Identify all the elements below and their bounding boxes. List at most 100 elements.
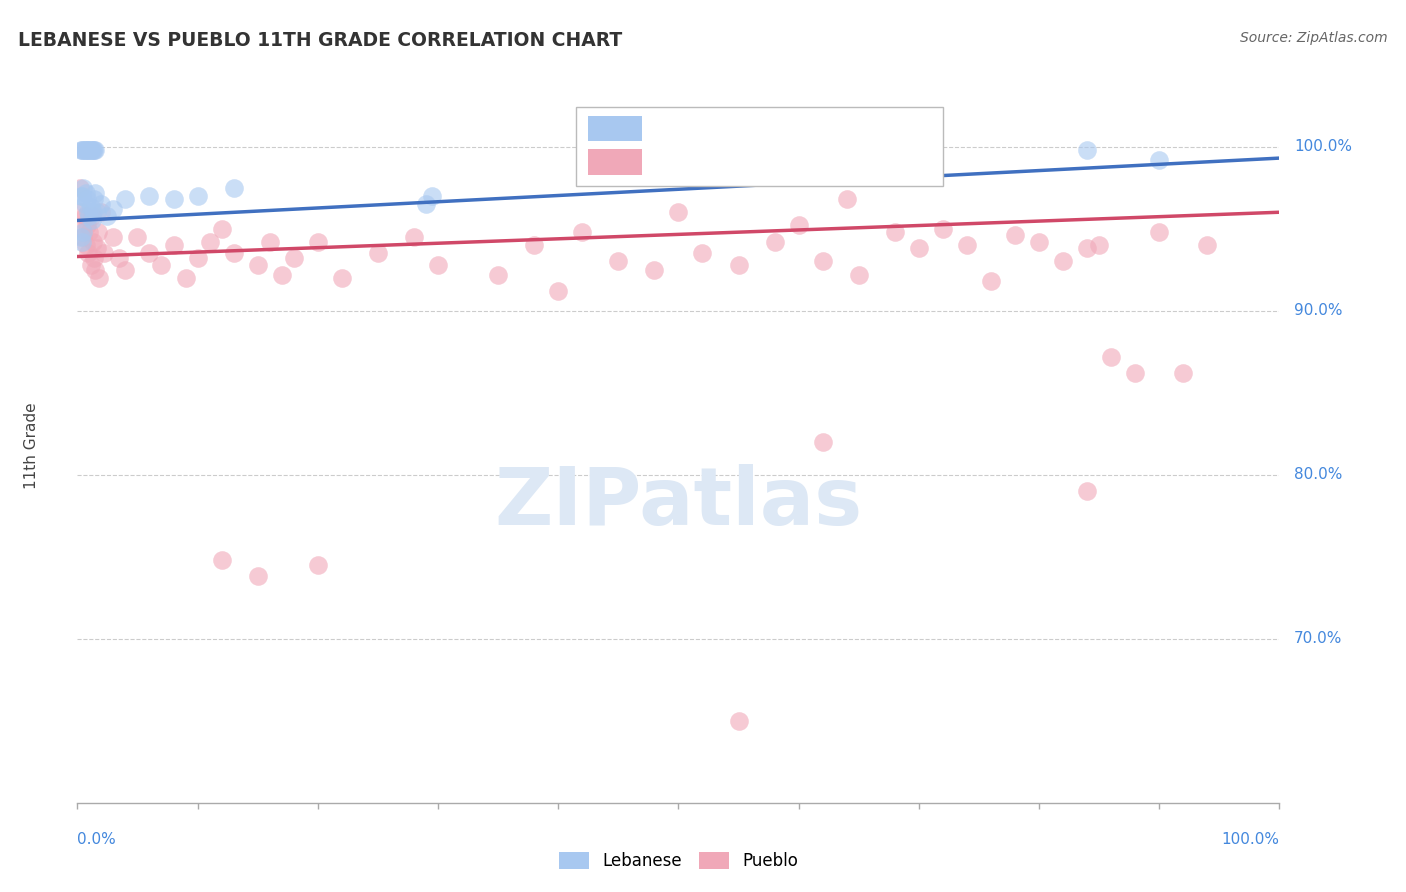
Point (420, 189, 443, 203)
Point (80, 143, 103, 157)
Point (523, 238, 546, 252)
FancyBboxPatch shape (576, 107, 943, 186)
Point (283, 251, 305, 265)
Point (222, 180, 245, 194)
Point (811, 254, 834, 268)
Point (571, 225, 593, 239)
Point (86, 241, 108, 255)
Point (367, 246, 389, 260)
Point (83, 143, 105, 157)
Point (486, 268, 509, 282)
Point (415, 197, 437, 211)
Point (162, 238, 184, 252)
Point (1173, 366, 1195, 380)
Point (103, 230, 125, 244)
Point (87, 270, 110, 285)
Point (90, 205, 112, 219)
Point (73, 143, 96, 157)
Point (72, 180, 94, 194)
Point (1197, 238, 1219, 252)
Point (1149, 153, 1171, 167)
Point (307, 235, 329, 249)
Point (70, 205, 93, 219)
Point (186, 251, 209, 265)
Point (80, 209, 103, 223)
Point (93, 246, 115, 260)
Text: 100.0%: 100.0% (1222, 832, 1279, 847)
Point (956, 238, 979, 252)
Point (84, 262, 107, 277)
Point (174, 270, 197, 285)
Point (73, 197, 96, 211)
Point (848, 156, 870, 170)
Point (82, 205, 104, 219)
Point (222, 246, 245, 260)
Point (763, 235, 786, 249)
Point (76, 219, 98, 233)
Point (138, 189, 160, 203)
Point (643, 262, 665, 277)
Text: ZIPatlas: ZIPatlas (495, 464, 862, 542)
Point (72, 143, 94, 157)
Point (79, 143, 101, 157)
Point (859, 164, 882, 178)
Point (138, 246, 160, 260)
Point (1099, 350, 1122, 364)
Point (70, 143, 93, 157)
Point (73, 209, 96, 223)
Point (79, 209, 101, 223)
Point (908, 241, 931, 255)
Point (211, 553, 233, 567)
Point (79, 258, 101, 272)
Point (1088, 238, 1111, 252)
Point (1123, 366, 1146, 380)
Point (77, 246, 100, 260)
Point (69, 180, 91, 194)
Text: R = 0.136   N = 74: R = 0.136 N = 74 (654, 153, 825, 171)
Point (727, 714, 749, 728)
Point (80, 213, 103, 227)
Point (547, 284, 569, 298)
Point (79, 143, 101, 157)
Point (127, 230, 149, 244)
Point (90, 197, 112, 211)
Point (77, 143, 100, 157)
Point (114, 262, 136, 277)
Text: 90.0%: 90.0% (1294, 303, 1343, 318)
Point (1149, 225, 1171, 239)
Point (76, 143, 98, 157)
Point (70, 189, 93, 203)
Point (82, 143, 104, 157)
Point (72, 225, 94, 239)
Point (692, 246, 714, 260)
Point (1076, 143, 1098, 157)
Point (1028, 235, 1050, 249)
Point (270, 268, 292, 282)
Point (79, 225, 101, 239)
Point (150, 258, 173, 272)
Point (811, 434, 834, 449)
Point (108, 251, 131, 265)
Point (70, 235, 93, 249)
Point (70, 189, 93, 203)
Point (86, 205, 108, 219)
Point (211, 221, 233, 235)
Point (79, 200, 101, 214)
Point (72, 230, 94, 244)
Point (82, 235, 104, 249)
Point (70, 143, 93, 157)
Point (727, 258, 749, 272)
Point (330, 270, 353, 285)
Point (84, 186, 107, 200)
Point (980, 274, 1002, 288)
Text: 100.0%: 100.0% (1294, 139, 1353, 154)
Point (96, 209, 118, 223)
Text: LEBANESE VS PUEBLO 11TH GRADE CORRELATION CHART: LEBANESE VS PUEBLO 11TH GRADE CORRELATIO… (18, 31, 623, 50)
Text: 0.0%: 0.0% (77, 832, 117, 847)
Point (402, 230, 425, 244)
Point (427, 258, 450, 272)
Point (787, 219, 810, 233)
Text: R = 0.259   N = 44: R = 0.259 N = 44 (654, 120, 825, 137)
Point (75, 186, 97, 200)
Point (883, 225, 905, 239)
